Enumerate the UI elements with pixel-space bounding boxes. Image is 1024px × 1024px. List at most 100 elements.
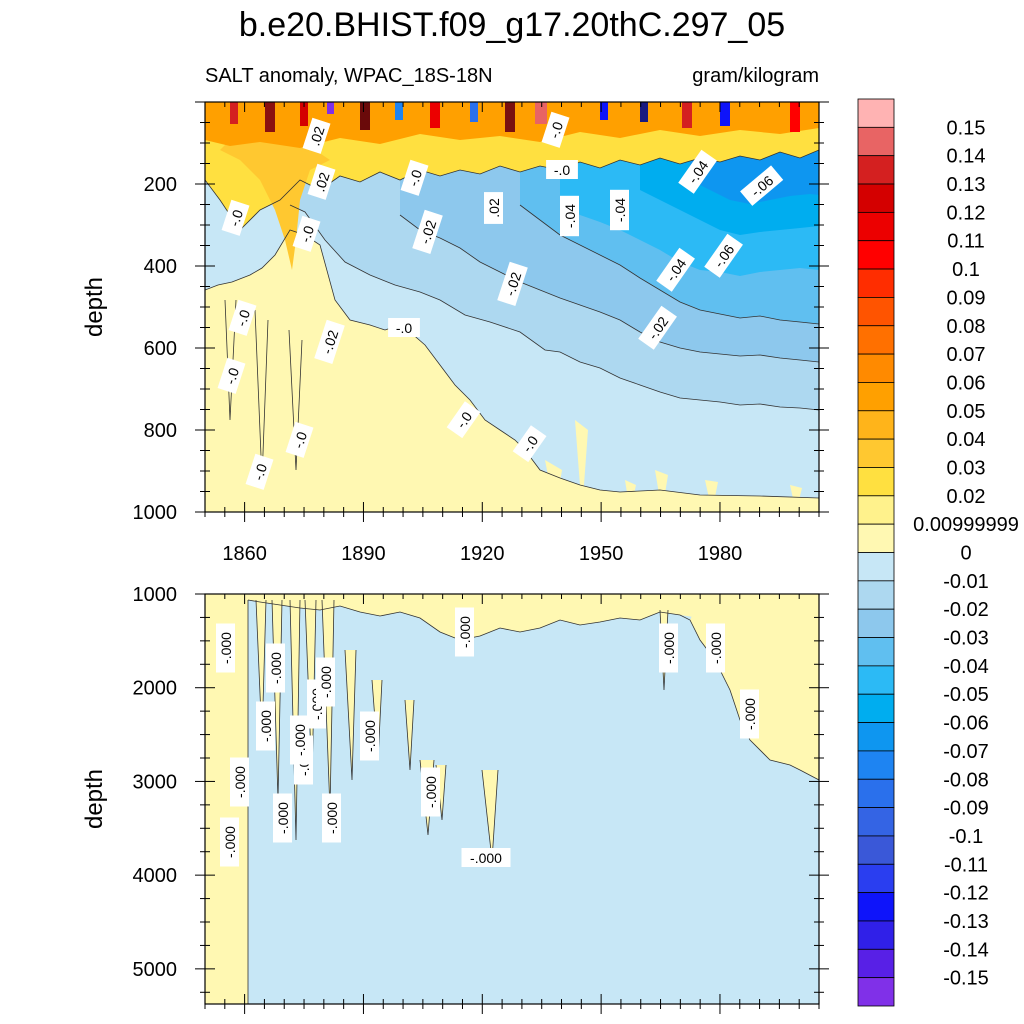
contour-label: -.000 bbox=[455, 607, 474, 657]
colorbar-swatch bbox=[857, 948, 895, 979]
lower-axes: 1000 2000 3000 4000 5000 bbox=[133, 584, 829, 1014]
contour-label: -.0 bbox=[546, 160, 578, 179]
contour-label-text: -.000 bbox=[470, 850, 502, 866]
contour-label-box bbox=[400, 159, 429, 196]
upper-spike-1860 bbox=[225, 300, 302, 480]
x-tick-label: 1920 bbox=[460, 543, 505, 565]
x-tick-label: 1860 bbox=[222, 543, 267, 565]
contour-label-box bbox=[266, 643, 285, 693]
contour-label-text: -.0 bbox=[519, 433, 542, 456]
y-tick-label: 600 bbox=[144, 338, 177, 360]
colorbar-tick-label: 0.15 bbox=[947, 117, 986, 139]
contour-label: -.000 bbox=[316, 657, 335, 707]
surface-extreme-red-1 bbox=[230, 102, 238, 124]
colorbar-tick-label: 0.06 bbox=[947, 372, 986, 394]
colorbar-swatch bbox=[857, 211, 895, 242]
colorbar-tick-label: -0.02 bbox=[943, 599, 989, 621]
surface-extreme-purple-1 bbox=[327, 102, 334, 114]
contour-label-box bbox=[302, 117, 331, 154]
colorbar-tick-label: -0.05 bbox=[943, 684, 989, 706]
figure-title: b.e20.BHIST.f09_g17.20thC.297_05 bbox=[239, 6, 785, 44]
contour-label-text: -.000 bbox=[661, 632, 677, 664]
colorbar-tick-label: 0.14 bbox=[947, 146, 986, 168]
contour-label: -.0 bbox=[446, 401, 481, 439]
colorbar-swatch bbox=[857, 183, 895, 213]
contour-label-box bbox=[610, 189, 629, 231]
lower-positive-spikes bbox=[256, 600, 668, 860]
colorbar-swatch bbox=[857, 523, 895, 553]
contour-label-box bbox=[228, 299, 257, 336]
contour-label: -.000 bbox=[216, 623, 235, 673]
colorbar-tick-label: 0.07 bbox=[947, 344, 986, 366]
contour-label-text: -.000 bbox=[292, 724, 308, 756]
y-tick-label: 4000 bbox=[133, 865, 178, 887]
surface-extreme-dark-2 bbox=[360, 102, 370, 130]
contour-label-text: -.0 bbox=[554, 162, 571, 178]
surface-extreme-red-4 bbox=[682, 102, 692, 128]
contour-label-text: -.0 bbox=[222, 366, 242, 387]
contour-label-text: -.0 bbox=[297, 224, 317, 245]
colorbar-swatch bbox=[857, 297, 895, 327]
contour-label-text: -.000 bbox=[457, 616, 473, 648]
contour-label-box bbox=[541, 111, 570, 148]
contour-label: -.000 bbox=[273, 793, 292, 843]
contour-label: -.04 bbox=[560, 195, 579, 237]
contour-label: -.0 bbox=[285, 421, 314, 458]
colorbar-tick-label: -0.13 bbox=[943, 911, 989, 933]
contour-label-box bbox=[512, 425, 547, 463]
contour-label-box bbox=[256, 701, 275, 751]
contour-label-text: -.0 bbox=[546, 120, 566, 141]
y-tick-label: 5000 bbox=[133, 959, 178, 981]
colorbar-swatch bbox=[857, 382, 895, 412]
contour-label: -.04 bbox=[610, 189, 629, 231]
surface-extreme-blue-1 bbox=[395, 102, 403, 120]
contour-label-box bbox=[217, 357, 246, 394]
contour-label-box bbox=[659, 623, 678, 673]
contour-label-text: -.0 bbox=[453, 409, 476, 432]
upper-contour-line-3 bbox=[399, 214, 819, 363]
contour-label-box bbox=[220, 817, 239, 867]
contour-label: -.0 bbox=[388, 318, 420, 337]
contour-label: -.000 bbox=[706, 623, 725, 673]
contour-label-box bbox=[704, 233, 743, 278]
contour-label: -.000 bbox=[256, 701, 275, 751]
colorbar-tick-label: -0.03 bbox=[943, 628, 989, 650]
x-tick-label: 1980 bbox=[698, 543, 743, 565]
contour-label-text: -.04 bbox=[562, 204, 578, 228]
contour-label-box bbox=[461, 848, 511, 867]
x-tick-label: 1950 bbox=[579, 543, 624, 565]
contour-label: -.02 bbox=[412, 209, 443, 254]
contour-label: .02 bbox=[484, 192, 503, 224]
colorbar-tick-label: -0.04 bbox=[943, 656, 989, 678]
colorbar-tick-label: 0.03 bbox=[947, 457, 986, 479]
colorbar-tick-label: -0.14 bbox=[943, 939, 989, 961]
colorbar-swatch bbox=[857, 410, 895, 440]
colorbar-swatch bbox=[857, 778, 895, 808]
contour-label-box bbox=[292, 215, 321, 252]
contour-label-text: -.000 bbox=[742, 698, 758, 730]
contour-label: .02 bbox=[302, 117, 331, 154]
upper-surface-extremes bbox=[230, 102, 800, 132]
lower-positive-top-fringe bbox=[248, 594, 819, 640]
upper-contour-labels: .02.02-.0-.0-.02-.02-.04 -.04-.04 -.06-.0-… bbox=[217, 111, 784, 490]
upper-y-axis-label: depth bbox=[81, 277, 108, 337]
contour-label: -.000 bbox=[220, 817, 239, 867]
y-tick-label: 200 bbox=[144, 174, 177, 196]
contour-label-box bbox=[656, 247, 695, 292]
colorbar-swatch bbox=[857, 863, 895, 894]
surface-extreme-dark-1 bbox=[265, 102, 275, 132]
contour-label-text: -.000 bbox=[318, 666, 334, 698]
contour-label-box bbox=[740, 165, 784, 206]
contour-label: -.02 bbox=[497, 261, 528, 306]
colorbar-tick-label: 0.08 bbox=[947, 316, 986, 338]
colorbar-tick-label: -0.08 bbox=[943, 769, 989, 791]
lower-contour-line-1 bbox=[247, 599, 819, 781]
y-tick-label: 400 bbox=[144, 256, 177, 278]
lower-plot-frame bbox=[204, 593, 820, 1005]
surface-extreme-blue-2 bbox=[470, 102, 478, 122]
colorbar-swatch bbox=[857, 608, 895, 638]
surface-extreme-dark-3 bbox=[505, 102, 515, 132]
contour-label-box bbox=[273, 793, 292, 843]
lower-panel: -.000 -.000 -.000 -.000 -.000 -.000 -.000 -.000… bbox=[81, 584, 829, 1014]
